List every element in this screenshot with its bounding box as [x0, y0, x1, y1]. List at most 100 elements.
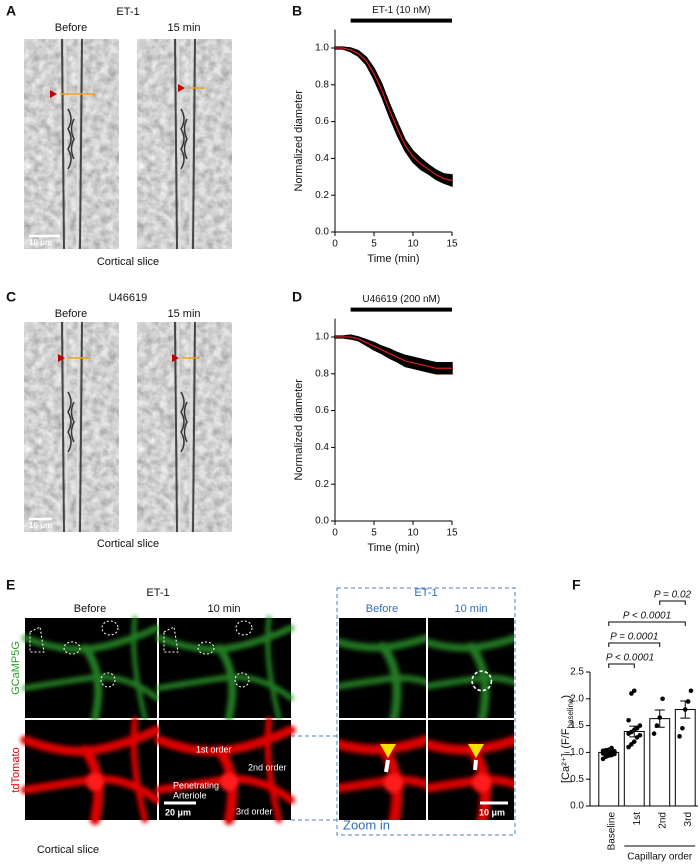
y-tick-label: 0.4: [315, 153, 329, 164]
y-tick-label: 0.0: [315, 516, 329, 527]
y-tick-label: 1.5: [570, 720, 584, 731]
x-tick-label: 10: [407, 528, 419, 539]
y-tick-label: 1.0: [315, 43, 329, 54]
y-axis-label-part: ): [560, 695, 572, 699]
x-tick-label: Baseline: [606, 812, 617, 851]
y-axis-label: Normalized diameter: [293, 90, 305, 192]
significance-bracket: [608, 663, 635, 668]
micrograph: [24, 322, 119, 532]
panel-label: E: [6, 577, 15, 593]
data-point: [685, 699, 691, 704]
data-band: [334, 334, 453, 375]
annotation: 1st order: [196, 744, 232, 754]
arrowhead: [58, 354, 65, 362]
micrograph: [137, 322, 232, 532]
y-tick-label: 0.4: [315, 442, 329, 453]
data-point: [688, 688, 694, 694]
y-axis-label-part: baseline: [566, 698, 575, 728]
panel-label: B: [292, 3, 302, 19]
image-label: Before: [55, 22, 87, 34]
y-tick-label: 0.2: [315, 190, 329, 201]
arrowhead: [380, 744, 396, 758]
x-axis-label: Time (min): [367, 253, 419, 265]
x-tick-label: 5: [371, 528, 377, 539]
micrograph: [407, 614, 549, 722]
x-tick-label: 1st: [632, 812, 643, 826]
panel-title: ET-1: [146, 587, 169, 599]
x-tick-label: 0: [332, 528, 338, 539]
data-point: [626, 717, 631, 723]
scale-label: 10 μm: [479, 807, 505, 817]
error-bar: [654, 709, 665, 728]
micrograph: [24, 39, 119, 249]
panel-label: D: [292, 289, 302, 305]
x-tick-label: 5: [371, 239, 377, 250]
annotation: Penetrating: [173, 780, 219, 790]
data-band: [334, 46, 453, 188]
data-point: [677, 734, 682, 739]
significance-bracket: [659, 600, 686, 605]
y-tick-label: 0.8: [315, 79, 329, 90]
x-tick-label: 10: [407, 239, 419, 250]
fit-line: [335, 336, 452, 369]
arrowhead: [178, 84, 185, 92]
y-axis-label: Normalized diameter: [293, 379, 305, 481]
micrograph: [159, 618, 291, 718]
data-point: [631, 688, 637, 694]
arrowhead: [172, 354, 179, 362]
significance-bracket: [608, 642, 661, 647]
y-axis-label-part: [Ca²⁺]ᵢ (F/F: [560, 728, 572, 783]
image-label: Before: [366, 603, 398, 615]
scale-label: 20 μm: [165, 807, 191, 817]
error-bar: [603, 750, 614, 754]
micrograph: [137, 39, 232, 249]
data-point: [612, 749, 617, 754]
caption: Cortical slice: [97, 256, 159, 268]
roi-outlines: [29, 620, 253, 688]
y-tick-label: 0.6: [315, 405, 329, 416]
y-axis-label: [Ca²⁺]ᵢ (F/Fbaseline): [560, 695, 575, 783]
treatment-label: U46619 (200 nM): [362, 294, 440, 305]
panel-title: U46619: [109, 292, 148, 304]
y-tick-label: 0.0: [315, 227, 329, 238]
micrograph: [25, 720, 157, 820]
annotation: 3rd order: [236, 806, 273, 816]
data-point: [651, 731, 657, 736]
micrograph: [407, 716, 549, 824]
y-tick-label: 1.0: [570, 747, 584, 758]
scale-label: 10 μm: [29, 521, 52, 530]
y-tick-label: 2.5: [570, 667, 584, 678]
y-tick-label: 0.2: [315, 479, 329, 490]
y-tick-label: 1.0: [315, 332, 329, 343]
p-value: P < 0.0001: [623, 611, 671, 622]
treatment-label: ET-1 (10 nM): [372, 5, 430, 16]
annotation: 2nd order: [248, 762, 287, 772]
treatment-bar: [350, 307, 452, 312]
error-bar: [680, 700, 691, 719]
x-tick-label: 15: [446, 239, 458, 250]
row-label: GCaMP5G: [10, 641, 22, 695]
panel-label: F: [572, 577, 581, 593]
image-label: 15 min: [167, 308, 200, 320]
annotation: Arteriole: [173, 790, 207, 800]
y-tick-label: 0.5: [570, 774, 584, 785]
y-tick-label: 0.8: [315, 368, 329, 379]
data-point: [637, 723, 643, 728]
zoom-label: Zoom in: [343, 817, 390, 832]
y-tick-label: 0.0: [570, 801, 584, 812]
significance-bracket: [608, 621, 686, 626]
image-label: 15 min: [167, 22, 200, 34]
p-value: P < 0.0001: [606, 653, 654, 664]
scale-label: 10 μm: [29, 238, 52, 247]
x-tick-label: 3rd: [683, 812, 694, 826]
arrowhead: [50, 90, 57, 98]
x-axis-label: Time (min): [367, 542, 419, 554]
y-tick-label: 2.0: [570, 693, 584, 704]
diameter-line: [473, 759, 478, 771]
arrowhead: [468, 744, 484, 758]
micrograph: [25, 618, 157, 718]
bar: [674, 709, 696, 807]
image-label: Before: [55, 308, 87, 320]
image-label: 10 min: [207, 603, 240, 615]
